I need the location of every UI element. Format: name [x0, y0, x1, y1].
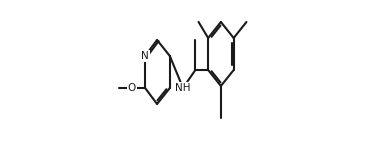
Text: N: N [141, 51, 149, 61]
Text: NH: NH [175, 83, 191, 93]
Text: O: O [128, 83, 136, 93]
